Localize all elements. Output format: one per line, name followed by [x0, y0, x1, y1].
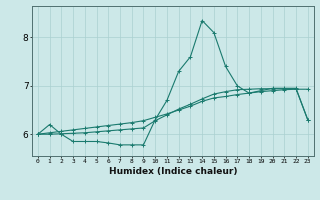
X-axis label: Humidex (Indice chaleur): Humidex (Indice chaleur)	[108, 167, 237, 176]
